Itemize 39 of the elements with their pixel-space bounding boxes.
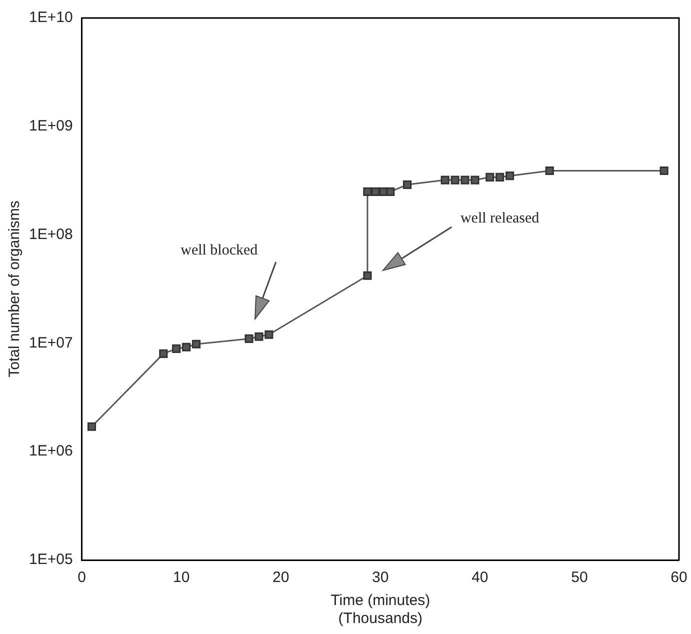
y-tick-label: 1E+06 — [28, 442, 73, 460]
point — [545, 166, 554, 176]
point — [192, 340, 201, 348]
y-tick-label: 1E+05 — [28, 551, 73, 568]
point — [244, 334, 254, 343]
annotation: well released — [460, 210, 540, 228]
x-tick-label: 50 — [571, 569, 588, 586]
point — [363, 187, 372, 196]
y-tick-label: 1E+08 — [28, 226, 73, 243]
point — [159, 349, 168, 358]
point — [172, 344, 181, 353]
point — [264, 330, 274, 339]
point — [460, 176, 470, 184]
x-axis-title: Time (minutes) (Thousands) — [330, 592, 430, 628]
y-tick-label: 1E+10 — [28, 9, 73, 26]
point — [450, 176, 460, 184]
point — [254, 332, 264, 341]
point — [371, 187, 380, 196]
x-tick-label: 10 — [172, 569, 190, 586]
point — [486, 172, 494, 182]
point — [363, 271, 372, 280]
point — [440, 176, 450, 184]
point — [386, 187, 395, 196]
x-tick-label: 0 — [78, 569, 86, 586]
y-axis-title: Total number of organisms — [6, 200, 24, 378]
x-tick-label: 20 — [272, 569, 290, 586]
y-tick-label: 1E+09 — [28, 118, 73, 135]
point — [470, 176, 480, 184]
x-tick-label: 30 — [372, 569, 389, 586]
x-tick-label: 40 — [472, 569, 488, 586]
point — [660, 166, 668, 176]
point — [182, 342, 191, 352]
annotation: well blocked — [180, 242, 258, 260]
point — [87, 422, 96, 431]
point — [506, 172, 514, 180]
x-tick-label: 60 — [670, 569, 688, 586]
point — [496, 172, 504, 182]
y-tick-label: 1E+07 — [28, 334, 73, 352]
point — [402, 180, 412, 189]
